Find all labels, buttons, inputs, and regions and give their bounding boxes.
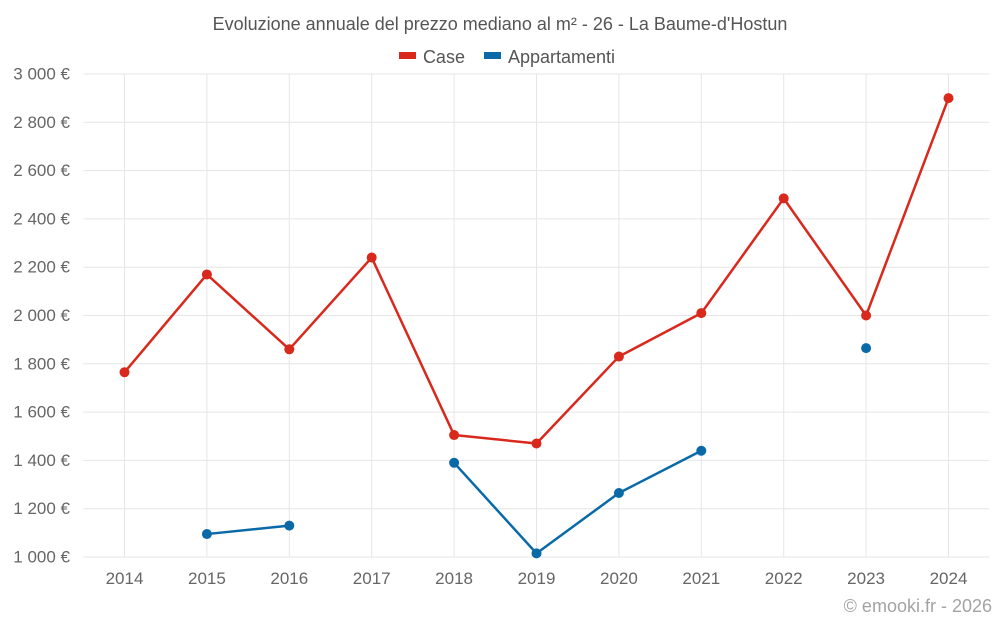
svg-text:1 200 €: 1 200 € xyxy=(13,499,70,518)
svg-text:3 000 €: 3 000 € xyxy=(13,65,70,84)
svg-text:1 400 €: 1 400 € xyxy=(13,451,70,470)
svg-text:2024: 2024 xyxy=(930,569,968,588)
svg-text:2023: 2023 xyxy=(847,569,885,588)
svg-text:2020: 2020 xyxy=(600,569,638,588)
svg-text:2 400 €: 2 400 € xyxy=(13,209,70,228)
svg-text:2022: 2022 xyxy=(765,569,803,588)
svg-text:2017: 2017 xyxy=(353,569,391,588)
svg-text:2021: 2021 xyxy=(682,569,720,588)
svg-text:1 000 €: 1 000 € xyxy=(13,548,70,567)
svg-text:2018: 2018 xyxy=(435,569,473,588)
svg-text:2 800 €: 2 800 € xyxy=(13,113,70,132)
svg-text:2014: 2014 xyxy=(106,569,144,588)
svg-text:2019: 2019 xyxy=(518,569,556,588)
svg-text:1 600 €: 1 600 € xyxy=(13,403,70,422)
svg-text:2 600 €: 2 600 € xyxy=(13,161,70,180)
svg-text:2 000 €: 2 000 € xyxy=(13,306,70,325)
svg-text:1 800 €: 1 800 € xyxy=(13,354,70,373)
svg-text:2015: 2015 xyxy=(188,569,226,588)
svg-text:2016: 2016 xyxy=(270,569,308,588)
svg-text:2 200 €: 2 200 € xyxy=(13,258,70,277)
